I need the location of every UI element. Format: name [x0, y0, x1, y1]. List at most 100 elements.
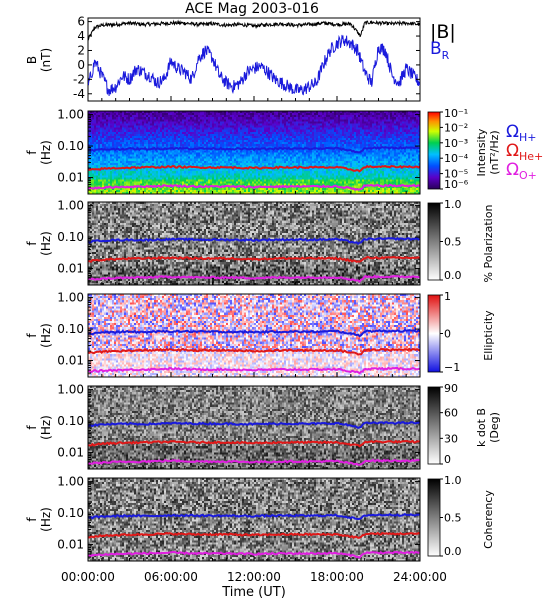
colorbar-tick-label: 30 [444, 432, 458, 445]
ytick-label: 0.10 [57, 139, 84, 153]
colorbar-tick-label: 1.0 [444, 198, 462, 211]
spectrogram-image [88, 111, 420, 194]
ytick-label: 0.10 [57, 322, 84, 336]
colorbar-label: % Polarization [482, 205, 495, 283]
ytick-label: 0.01 [57, 354, 84, 368]
ytick-label: 1.00 [57, 108, 84, 122]
spectrogram-image [88, 202, 420, 285]
figure-title: ACE Mag 2003-016 [185, 1, 319, 17]
colorbar-tick-label: 1.0 [444, 474, 462, 487]
legend-omega-h: ΩH+ [506, 122, 537, 144]
gyro-line-h-plus [87, 512, 421, 521]
yunit: (Hz) [39, 323, 53, 348]
x-axis-label: Time (UT) [221, 585, 286, 600]
colorbar-tick-label: 60 [444, 407, 458, 420]
panel--polarization: 1.00 0.10 0.01 f (Hz) 1.0 0.5 0.0 % Polarization [25, 198, 495, 286]
legend-omega-he: ΩHe+ [506, 141, 543, 163]
gyro-line-h-plus [87, 236, 421, 245]
colorbar-tick-label: 0 [444, 453, 451, 466]
yunit: (Hz) [39, 140, 53, 165]
ylabel: f [25, 241, 39, 246]
colorbar-tick-label: 0.0 [444, 545, 462, 558]
colorbar [427, 478, 441, 557]
gyro-line-he-plus [87, 439, 421, 448]
ytick-label: 1.00 [57, 475, 84, 489]
colorbar-tick-label: 10⁻⁶ [444, 178, 469, 191]
ytick-label: 0.01 [57, 171, 84, 185]
panel-coherency: 1.00 0.10 0.01 f (Hz) 1.0 0.5 0.0 Coherency [25, 474, 495, 562]
yunit: (Hz) [39, 507, 53, 532]
ylabel: f [25, 333, 39, 338]
ytick-label: 0.10 [57, 506, 84, 520]
spectrogram-image [88, 294, 420, 377]
panel-intensity: 1.00 0.10 0.01 f (Hz) 10⁻¹10⁻² 10⁻³ 10⁻⁴ 10⁻⁵10⁻… [25, 107, 501, 195]
legend-omega-o: ΩO+ [506, 160, 537, 182]
colorbar [427, 202, 441, 281]
gyro-line-h-plus [87, 329, 421, 338]
colorbar-unit: (Deg) [488, 412, 501, 443]
top-ytick-label: -2 [73, 72, 85, 86]
gyro-line-o-plus [87, 366, 421, 375]
top-ytick-label: -4 [73, 87, 85, 101]
colorbar-tick-label: −1 [444, 361, 460, 374]
colorbar-tick-label: 10⁻⁵ [444, 168, 468, 181]
colorbar-tick-label: 10⁻¹ [444, 107, 468, 120]
ytick-label: 0.01 [57, 538, 84, 552]
panel-k-dot-b: 1.00 0.10 0.01 f (Hz) 90 60 30 0 k dot B (Deg) [25, 382, 501, 470]
xtick-label: 12:00:00 [227, 570, 281, 584]
colorbar [427, 111, 441, 190]
ytick-label: 1.00 [57, 199, 84, 213]
colorbar-tick-label: 0.0 [444, 269, 462, 282]
colorbar [427, 294, 441, 373]
yunit: (Hz) [39, 231, 53, 256]
colorbar-tick-label: 90 [444, 382, 458, 395]
legend-b-r: BR [430, 39, 450, 62]
gyro-line-o-plus [87, 274, 421, 284]
colorbar-unit: (nT²/Hz) [488, 130, 501, 174]
gyro-line-he-plus [87, 255, 421, 263]
top-ytick-label: 0 [77, 58, 85, 72]
ytick-label: 0.10 [57, 230, 84, 244]
ylabel: f [25, 150, 39, 155]
colorbar [427, 386, 441, 465]
colorbar-label: k dot B [475, 408, 488, 447]
colorbar-label: Intensity [475, 128, 488, 176]
legend-top: |B| BR [430, 21, 456, 62]
colorbar-tick-label: 10⁻³ [444, 137, 468, 150]
xtick-label: 00:00:00 [61, 570, 115, 584]
legend-gyro: ΩH+ ΩHe+ ΩO+ [506, 122, 543, 182]
gyro-line-he-plus [87, 164, 421, 173]
legend-b-magnitude: |B| [430, 21, 456, 43]
yunit: (Hz) [39, 415, 53, 440]
ytick-label: 0.01 [57, 446, 84, 460]
gyro-line-o-plus [87, 183, 421, 191]
gyro-line-h-plus [87, 145, 421, 154]
ylabel: f [25, 517, 39, 522]
gyro-line-he-plus [87, 531, 421, 539]
ylabel: f [25, 425, 39, 430]
colorbar-tick-label: 1 [444, 290, 451, 303]
gyro-line-o-plus [87, 550, 421, 560]
colorbar-tick-label: 0.5 [444, 236, 462, 249]
gyro-line-h-plus [87, 421, 421, 430]
ytick-label: 1.00 [57, 291, 84, 305]
line-series-b-magnitude [88, 19, 420, 41]
top-ytick-label: 2 [77, 43, 85, 57]
top-ylabel: B [25, 56, 39, 64]
colorbar-tick-label: 10⁻² [444, 121, 468, 134]
ytick-label: 0.01 [57, 262, 84, 276]
ytick-label: 1.00 [57, 383, 84, 397]
line-series-b-r [88, 34, 420, 97]
gyro-line-he-plus [87, 347, 421, 356]
panel-ellipticity: 1.00 0.10 0.01 f (Hz) 1 0 −1 Ellipticity [25, 290, 495, 378]
top-ytick-label: 4 [77, 29, 85, 43]
xtick-label: 06:00:00 [144, 570, 198, 584]
colorbar-label: Ellipticity [482, 310, 495, 361]
top-ytick-label: 6 [77, 15, 85, 29]
spectrogram-image [88, 478, 420, 561]
colorbar-tick-label: 0.5 [444, 512, 462, 525]
spectrogram-image [88, 386, 420, 469]
top-yunit: (nT) [39, 48, 53, 72]
